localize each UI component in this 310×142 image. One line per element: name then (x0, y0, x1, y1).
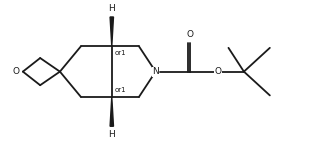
Text: N: N (152, 67, 159, 76)
Text: or1: or1 (114, 87, 126, 93)
Text: H: H (108, 4, 115, 13)
Text: H: H (108, 130, 115, 139)
Text: O: O (13, 67, 20, 76)
Text: O: O (186, 30, 193, 39)
Polygon shape (110, 97, 113, 126)
Polygon shape (110, 17, 113, 46)
Text: O: O (215, 67, 222, 76)
Text: or1: or1 (114, 50, 126, 56)
